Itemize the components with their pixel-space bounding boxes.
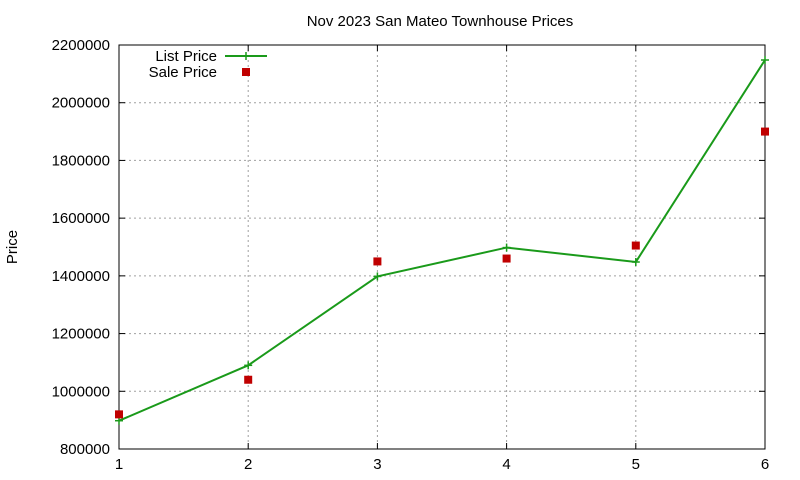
list-price-point [631, 258, 640, 267]
list-price-point [502, 243, 511, 252]
x-tick-label: 5 [632, 456, 640, 473]
x-tick-label: 1 [115, 456, 123, 473]
sale-price-point [244, 375, 253, 384]
y-axis-label: Price [4, 230, 21, 264]
legend-label: Sale Price [149, 64, 217, 81]
y-tick-label: 2200000 [52, 37, 110, 54]
y-tick-label: 1800000 [52, 152, 110, 169]
series-0 [115, 56, 769, 425]
x-axis-ticks: 1 2 3 4 5 6 [115, 45, 769, 473]
y-tick-label: 1200000 [52, 326, 110, 343]
series [115, 56, 769, 425]
y-tick-label: 1600000 [52, 210, 110, 227]
y-tick-label: 1000000 [52, 383, 110, 400]
sale-price-point [373, 257, 382, 266]
x-tick-label: 2 [244, 456, 252, 473]
sale-price-point [115, 410, 123, 419]
list-price-point [244, 361, 253, 370]
list-price-point [373, 272, 382, 281]
sale-price-point [761, 127, 769, 136]
grid [119, 45, 765, 449]
series-1 [115, 127, 769, 419]
sale-price-point [631, 241, 640, 250]
chart-title: Nov 2023 San Mateo Townhouse Prices [307, 13, 574, 30]
y-tick-label: 1400000 [52, 268, 110, 285]
y-tick-label: 2000000 [52, 95, 110, 112]
x-tick-label: 6 [761, 456, 769, 473]
legend-label: List Price [155, 48, 217, 65]
plot-frame [118, 44, 766, 450]
list-price-point [761, 56, 769, 65]
y-tick-label: 800000 [60, 441, 110, 458]
x-tick-label: 3 [373, 456, 381, 473]
legend-square-swatch [242, 68, 250, 76]
y-axis-ticks: 800000 1000000 1200000 1400000 1600000 180000… [52, 37, 765, 458]
x-tick-label: 4 [502, 456, 510, 473]
legend-plus-swatch [242, 52, 250, 60]
list-price-line [118, 59, 766, 422]
sale-price-point [502, 254, 511, 263]
